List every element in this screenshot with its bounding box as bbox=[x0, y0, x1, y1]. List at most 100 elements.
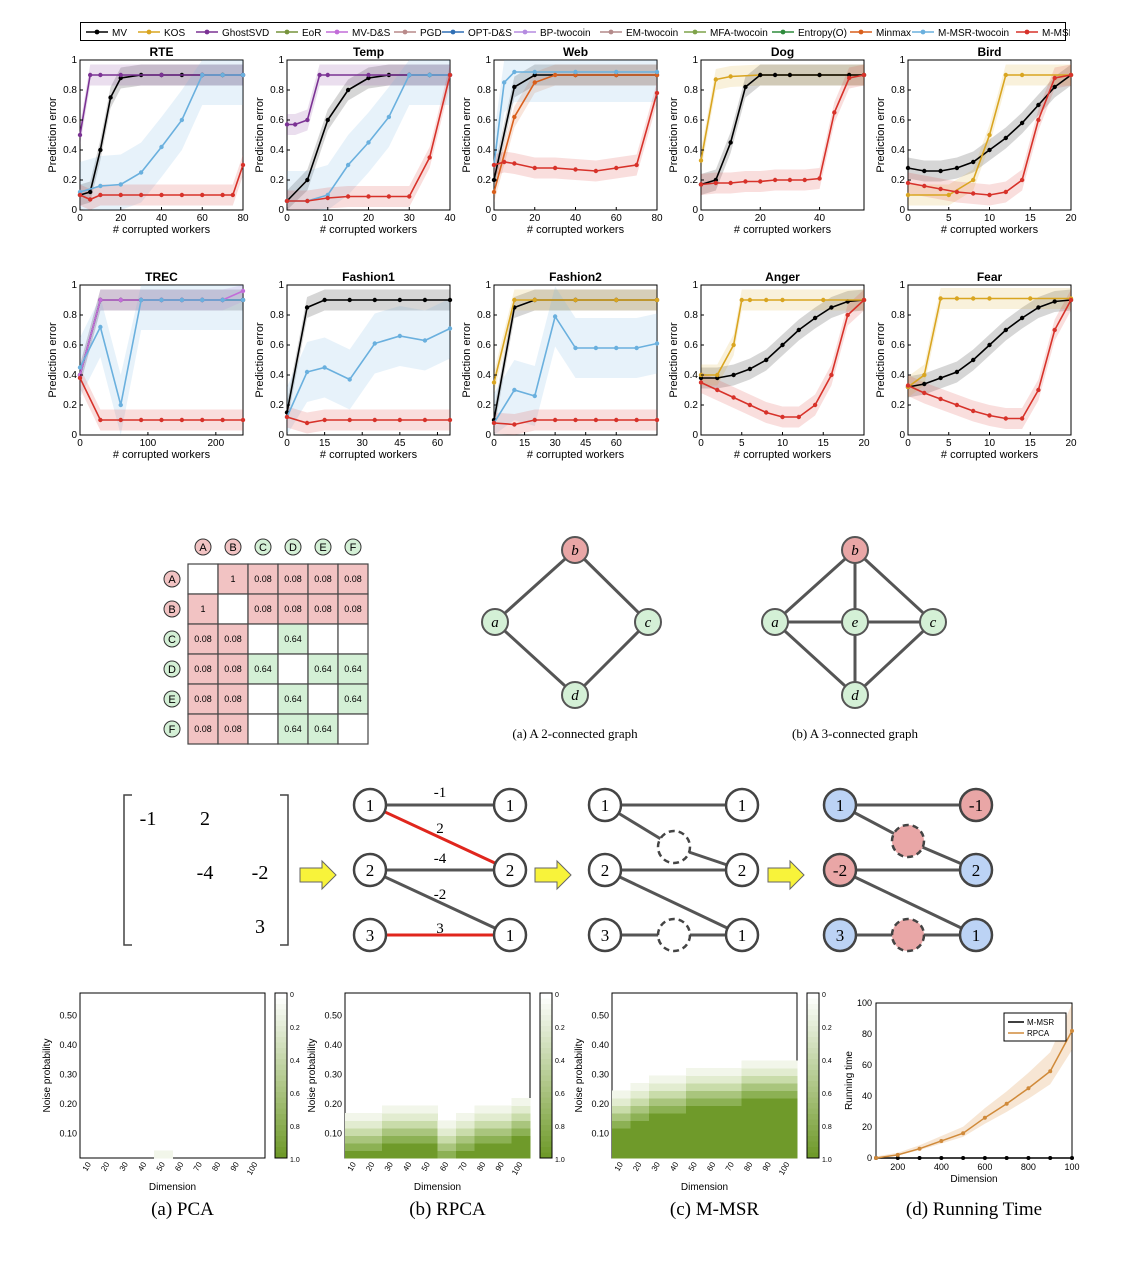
y-tick-label: 0.4 bbox=[270, 145, 284, 156]
heat-cell bbox=[474, 1143, 494, 1151]
data-point bbox=[138, 192, 144, 198]
bipartite-edge bbox=[839, 868, 977, 937]
y-axis-label: Prediction error bbox=[875, 322, 887, 398]
data-point bbox=[284, 414, 290, 420]
chart-bird: Bird 0 5 10 15 20 0 0.2 0.4 0.6 0.8 1 # corrupted wo… bbox=[875, 45, 1077, 236]
colorbar-step bbox=[540, 1086, 552, 1093]
colorbar-step bbox=[540, 1070, 552, 1076]
x-tick-label: 20 bbox=[115, 213, 127, 224]
data-point bbox=[987, 296, 992, 301]
x-tick-label: 10 bbox=[984, 213, 996, 224]
hidden-node bbox=[656, 917, 692, 953]
data-point bbox=[939, 1156, 944, 1160]
row-label: D bbox=[168, 664, 176, 676]
data-point bbox=[422, 338, 428, 343]
graph-edge bbox=[573, 620, 650, 697]
heat-cell bbox=[649, 1120, 668, 1129]
data-point bbox=[138, 170, 144, 175]
data-point bbox=[987, 147, 992, 153]
row-label-circle bbox=[163, 630, 181, 648]
data-point bbox=[552, 314, 558, 319]
heat-cell bbox=[723, 1075, 742, 1084]
heat-cell bbox=[630, 1150, 650, 1159]
graph-edge bbox=[853, 620, 935, 697]
data-point bbox=[512, 297, 517, 303]
graph-2-connected: b a c d (a) A 2-connected graph bbox=[481, 536, 662, 741]
y-tick-label: 0.8 bbox=[270, 310, 284, 321]
heat-cell bbox=[723, 1098, 742, 1106]
x-tick-label: 5 bbox=[946, 438, 952, 449]
heat-cell bbox=[511, 1128, 531, 1136]
confidence-band bbox=[287, 64, 450, 210]
confidence-band bbox=[494, 64, 657, 191]
data-point bbox=[812, 402, 818, 408]
x-tick-label: 20 bbox=[1065, 438, 1077, 449]
bipartite-node bbox=[587, 787, 623, 823]
heat-cell bbox=[686, 1075, 705, 1084]
heat-cell bbox=[760, 1068, 779, 1076]
plot-area bbox=[79, 284, 244, 436]
heat-cell bbox=[741, 1150, 761, 1159]
colorbar-step bbox=[275, 1141, 287, 1148]
heat-cell bbox=[612, 1113, 631, 1121]
y-tick-label: 1 bbox=[692, 280, 698, 291]
y-axis-label: Noise probability bbox=[42, 1039, 53, 1113]
panel-caption: (c) M-MSR bbox=[670, 1199, 760, 1220]
graph-caption: (b) A 3-connected graph bbox=[792, 726, 918, 741]
row-label-circle bbox=[163, 570, 181, 588]
bipartite-node-label: 1 bbox=[506, 926, 515, 945]
matrix-value: 0.64 bbox=[254, 664, 272, 674]
data-point bbox=[386, 194, 392, 199]
matrix-cell bbox=[307, 623, 339, 655]
colorbar bbox=[539, 992, 553, 1159]
heat-cell bbox=[741, 1113, 761, 1121]
heat-cell bbox=[400, 1135, 420, 1144]
matrix-value: 0.08 bbox=[344, 604, 362, 614]
heat-cell bbox=[437, 1135, 457, 1144]
data-point bbox=[77, 375, 83, 381]
data-point bbox=[1068, 72, 1074, 78]
confidence-band bbox=[876, 1003, 1072, 1158]
panel-caption: (b) RPCA bbox=[409, 1199, 486, 1220]
x-tick-label: 80 bbox=[475, 1160, 488, 1173]
y-tick-label: 0.6 bbox=[684, 340, 698, 351]
y-tick-label: 0 bbox=[899, 205, 905, 216]
heat-cell bbox=[437, 1128, 457, 1136]
data-point bbox=[87, 189, 93, 195]
heat-cell bbox=[630, 1143, 650, 1151]
heat-cell bbox=[704, 1068, 724, 1076]
colorbar-step bbox=[275, 1026, 287, 1032]
heat-cell bbox=[363, 1135, 383, 1144]
colorbar-step bbox=[540, 1004, 552, 1010]
col-label: D bbox=[289, 542, 297, 554]
col-label: F bbox=[350, 542, 357, 554]
y-tick-label: 1 bbox=[71, 55, 77, 66]
data-point bbox=[954, 189, 960, 195]
data-point bbox=[982, 1115, 987, 1120]
x-tick-label: 20 bbox=[1065, 213, 1077, 224]
x-axis-label: # corrupted workers bbox=[734, 224, 832, 236]
x-tick-label: 60 bbox=[438, 1160, 451, 1173]
data-point bbox=[98, 72, 103, 78]
colorbar-label: 0.8 bbox=[290, 1124, 300, 1131]
data-point bbox=[284, 198, 290, 204]
heat-cell bbox=[778, 1128, 798, 1136]
matrix-cell bbox=[247, 713, 279, 745]
data-point bbox=[573, 69, 578, 75]
data-point bbox=[501, 159, 507, 165]
heat-cell bbox=[649, 1150, 668, 1159]
heat-cell bbox=[778, 1135, 798, 1144]
data-point bbox=[895, 1156, 900, 1160]
data-point bbox=[532, 80, 537, 85]
data-point bbox=[532, 165, 537, 171]
data-point bbox=[200, 72, 205, 78]
series-line bbox=[286, 299, 450, 413]
heat-cell bbox=[382, 1105, 401, 1114]
heat-cell bbox=[612, 1150, 631, 1159]
colorbar-step bbox=[275, 998, 287, 1005]
colorbar-label: 0 bbox=[290, 992, 294, 999]
heat-cell bbox=[778, 1083, 798, 1091]
bipartite-edge bbox=[369, 868, 511, 937]
col-label-circle bbox=[224, 538, 242, 556]
data-point bbox=[1070, 1028, 1074, 1033]
